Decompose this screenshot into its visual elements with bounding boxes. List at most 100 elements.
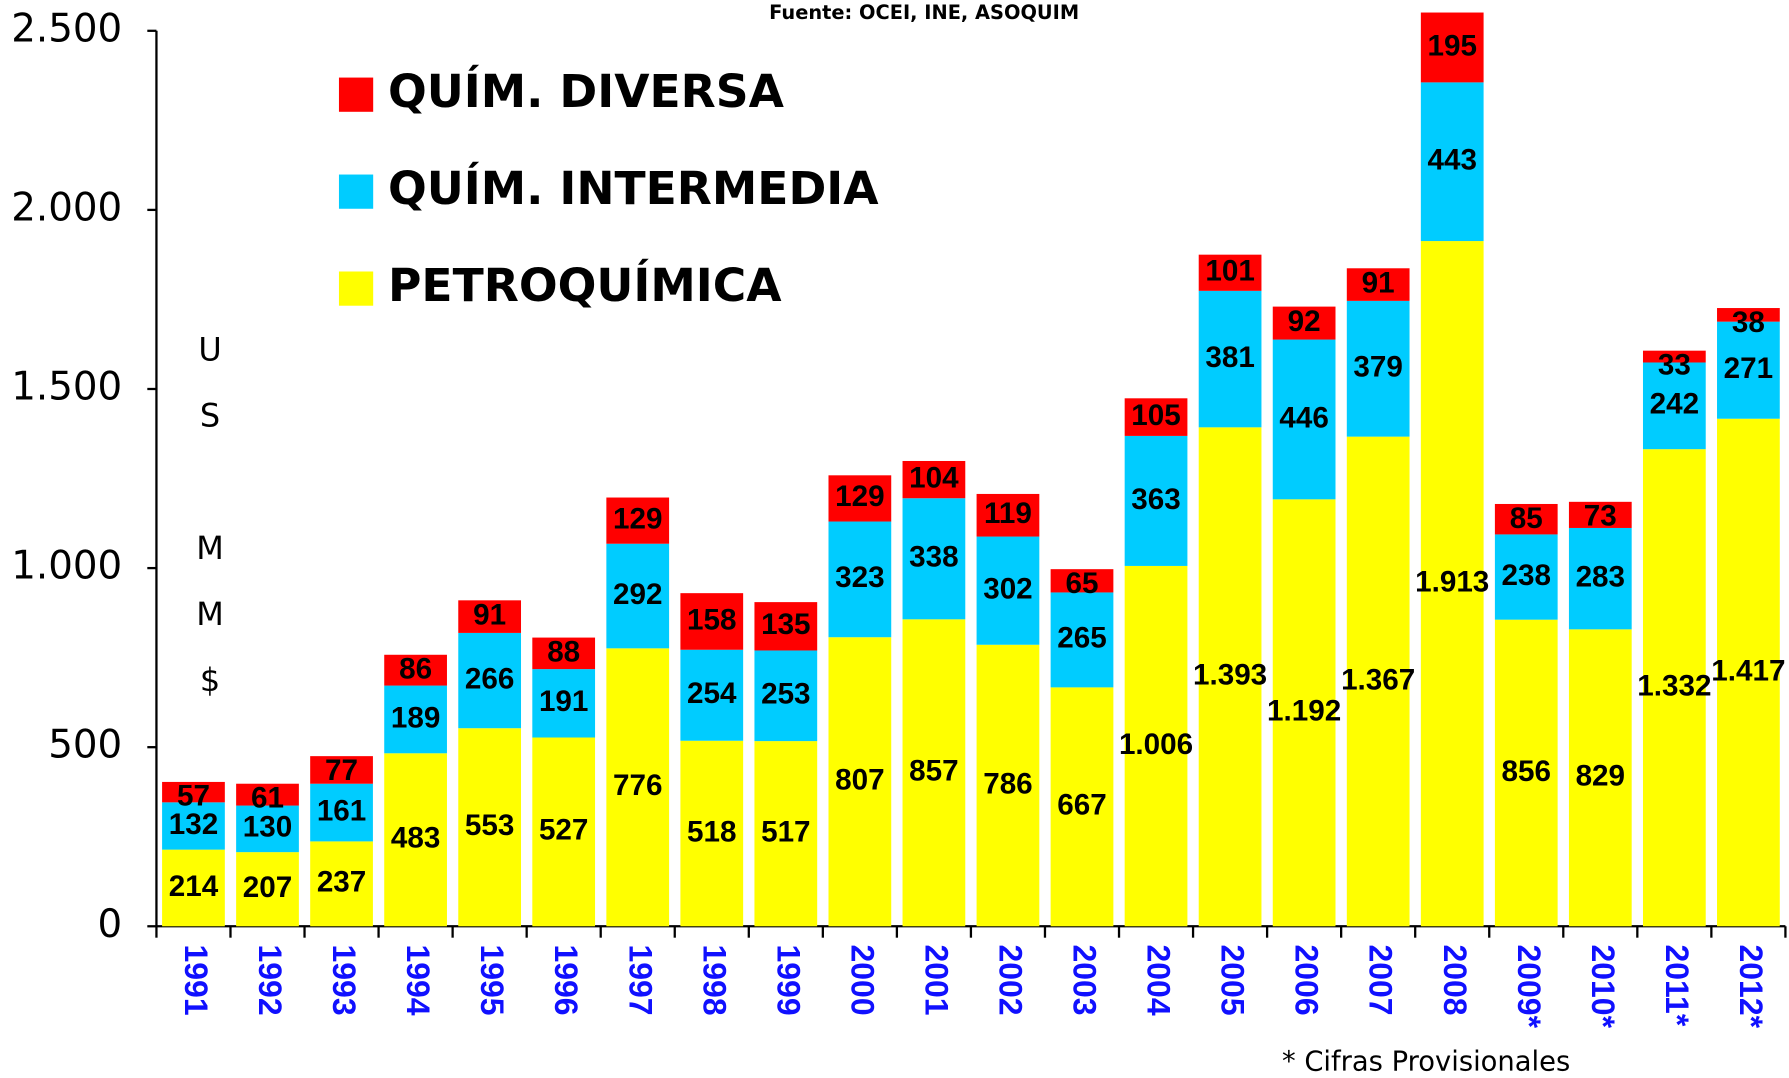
bar-segment bbox=[310, 756, 373, 784]
bar-segment bbox=[162, 802, 225, 850]
value-label: 1.006 bbox=[1119, 728, 1193, 761]
value-label: 33 bbox=[1658, 348, 1691, 381]
bar-segment bbox=[976, 493, 1040, 537]
bar-segment bbox=[1198, 254, 1262, 291]
bar-segment bbox=[532, 737, 596, 927]
value-label: 253 bbox=[761, 678, 810, 711]
bar-segment bbox=[458, 728, 522, 927]
value-label: 237 bbox=[317, 866, 366, 899]
x-tick-label: 2000 bbox=[844, 945, 880, 1016]
bar-segment bbox=[828, 475, 892, 522]
bar-segment bbox=[384, 685, 447, 754]
value-label: 77 bbox=[325, 754, 358, 787]
bar-segment bbox=[1346, 268, 1410, 301]
value-label: 667 bbox=[1057, 789, 1106, 822]
bar-segment bbox=[902, 460, 966, 499]
bar-segment bbox=[1717, 321, 1780, 419]
x-tick-label: 2002 bbox=[993, 945, 1029, 1016]
y-tick-label: 1.000 bbox=[11, 544, 122, 589]
bar-segment bbox=[1050, 687, 1114, 927]
chart-subtitle: Fuente: OCEI, INE, ASOQUIM bbox=[769, 1, 1079, 24]
bar-segment bbox=[1568, 527, 1632, 630]
value-label: 363 bbox=[1131, 483, 1180, 516]
value-label: 517 bbox=[761, 816, 810, 849]
x-tick-label: 2006 bbox=[1289, 945, 1325, 1016]
bar-segment bbox=[1642, 362, 1706, 450]
bar-segment bbox=[384, 654, 447, 686]
bar-segment bbox=[1346, 436, 1410, 927]
value-label: 191 bbox=[539, 685, 588, 718]
bar-segment bbox=[754, 650, 818, 742]
bar-segment bbox=[680, 649, 744, 741]
x-tick-label: 2008 bbox=[1437, 945, 1473, 1016]
bar-segment bbox=[458, 632, 522, 729]
value-label: 88 bbox=[547, 635, 580, 668]
value-label: 91 bbox=[1362, 266, 1395, 299]
value-label: 302 bbox=[983, 572, 1032, 605]
bar-segment bbox=[606, 543, 670, 649]
bar-segment bbox=[1494, 503, 1558, 535]
x-tick-label: 1994 bbox=[400, 945, 436, 1016]
value-label: 379 bbox=[1353, 351, 1402, 384]
y-tick-label: 500 bbox=[48, 723, 122, 768]
bar-segment bbox=[236, 852, 299, 927]
value-label: 214 bbox=[169, 870, 219, 903]
value-label: 158 bbox=[687, 603, 736, 636]
x-tick-label: 1992 bbox=[252, 945, 288, 1016]
bar-segment bbox=[1494, 619, 1558, 927]
value-label: 1.393 bbox=[1193, 659, 1267, 692]
value-label: 443 bbox=[1427, 144, 1476, 177]
bar-segment bbox=[828, 521, 892, 638]
bar-segment bbox=[1420, 12, 1484, 83]
value-label: 254 bbox=[687, 677, 737, 710]
value-label: 104 bbox=[909, 461, 959, 494]
bar-segment bbox=[606, 497, 670, 544]
value-label: 1.913 bbox=[1415, 565, 1489, 598]
value-label: 807 bbox=[835, 764, 884, 797]
value-label: 338 bbox=[909, 541, 958, 574]
value-label: 1.192 bbox=[1267, 695, 1341, 728]
value-label: 65 bbox=[1066, 567, 1099, 600]
bar-segment bbox=[902, 498, 966, 620]
bar-segment bbox=[680, 740, 744, 927]
bar-segment bbox=[384, 753, 447, 927]
y-tick-label: 1.500 bbox=[11, 364, 122, 409]
x-tick-label: 2012* bbox=[1733, 945, 1769, 1029]
value-label: 132 bbox=[169, 808, 218, 841]
bar-segment bbox=[1642, 350, 1706, 363]
value-label: 323 bbox=[835, 561, 884, 594]
bar-segment bbox=[754, 741, 818, 927]
value-label: 135 bbox=[761, 608, 810, 641]
bar-segment bbox=[1198, 427, 1262, 927]
legend-swatch bbox=[338, 77, 374, 112]
x-tick-label: 2007 bbox=[1363, 945, 1399, 1016]
bar-segment bbox=[902, 619, 966, 927]
y-tick-label: 2.500 bbox=[11, 6, 122, 51]
bar-segment bbox=[1346, 300, 1410, 437]
value-label: 265 bbox=[1057, 622, 1106, 655]
value-label: 518 bbox=[687, 815, 736, 848]
bar-segment bbox=[1568, 629, 1632, 927]
bar-segment bbox=[1642, 449, 1706, 927]
y-tick-label: 0 bbox=[98, 902, 123, 947]
x-tick-label: 2005 bbox=[1215, 945, 1251, 1016]
x-tick-label: 1996 bbox=[548, 945, 584, 1016]
bar-segment bbox=[1124, 565, 1188, 927]
value-label: 129 bbox=[613, 502, 662, 535]
value-label: 86 bbox=[399, 653, 432, 686]
legend-label: PETROQUÍMICA bbox=[388, 258, 782, 312]
x-tick-label: 1999 bbox=[770, 945, 806, 1016]
x-tick-label: 1997 bbox=[622, 945, 658, 1016]
x-tick-label: 2011* bbox=[1659, 945, 1695, 1027]
value-label: 1.417 bbox=[1711, 654, 1785, 687]
bar-segment bbox=[1494, 534, 1558, 620]
value-label: 238 bbox=[1502, 559, 1551, 592]
value-label: 38 bbox=[1732, 306, 1765, 339]
value-label: 857 bbox=[909, 755, 958, 788]
bar-segment bbox=[1272, 339, 1336, 500]
value-label: 92 bbox=[1288, 305, 1321, 338]
x-tick-label: 1991 bbox=[178, 945, 214, 1016]
legend-swatch bbox=[338, 271, 374, 306]
legend-label: QUÍM. INTERMEDIA bbox=[388, 161, 879, 215]
